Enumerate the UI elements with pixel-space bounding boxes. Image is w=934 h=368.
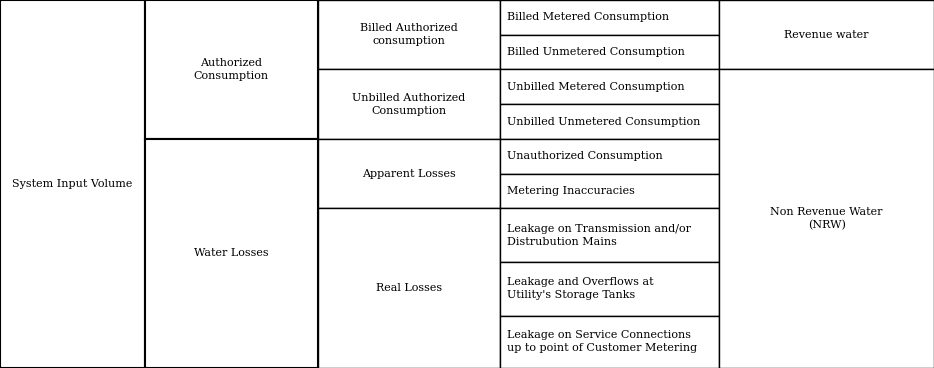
Bar (719, 70, 934, 368)
Bar (500, 139, 719, 174)
Text: System Input Volume: System Input Volume (12, 179, 133, 189)
Bar (500, 262, 719, 315)
Text: Leakage and Overflows at
Utility's Storage Tanks: Leakage and Overflows at Utility's Stora… (507, 277, 654, 300)
Text: Billed Metered Consumption: Billed Metered Consumption (507, 13, 670, 22)
Bar (318, 139, 500, 208)
Text: Unauthorized Consumption: Unauthorized Consumption (507, 151, 663, 161)
Text: Leakage on Service Connections
up to point of Customer Metering: Leakage on Service Connections up to poi… (507, 330, 698, 353)
Text: Apparent Losses: Apparent Losses (361, 169, 456, 178)
Bar (500, 208, 719, 262)
Bar (145, 0, 318, 139)
Text: Revenue water: Revenue water (785, 30, 869, 40)
Text: Unbilled Metered Consumption: Unbilled Metered Consumption (507, 82, 685, 92)
Text: Non Revenue Water
(NRW): Non Revenue Water (NRW) (771, 207, 883, 230)
Bar (318, 0, 500, 70)
Bar (0, 0, 145, 368)
Text: Authorized
Consumption: Authorized Consumption (193, 58, 269, 81)
Bar (500, 35, 719, 70)
Bar (318, 70, 500, 139)
Text: Billed Authorized
consumption: Billed Authorized consumption (360, 23, 458, 46)
Bar (145, 139, 318, 368)
Bar (500, 174, 719, 208)
Text: Unbilled Unmetered Consumption: Unbilled Unmetered Consumption (507, 117, 700, 127)
Bar (500, 315, 719, 368)
Text: Leakage on Transmission and/or
Distrubution Mains: Leakage on Transmission and/or Distrubut… (507, 224, 691, 247)
Text: Billed Unmetered Consumption: Billed Unmetered Consumption (507, 47, 685, 57)
Text: Water Losses: Water Losses (194, 248, 268, 258)
Text: Unbilled Authorized
Consumption: Unbilled Authorized Consumption (352, 93, 465, 116)
Bar (318, 208, 500, 368)
Text: Real Losses: Real Losses (375, 283, 442, 293)
Bar (500, 0, 719, 35)
Text: Metering Inaccuracies: Metering Inaccuracies (507, 186, 635, 196)
Bar (500, 104, 719, 139)
Bar (500, 70, 719, 104)
Bar (719, 0, 934, 70)
